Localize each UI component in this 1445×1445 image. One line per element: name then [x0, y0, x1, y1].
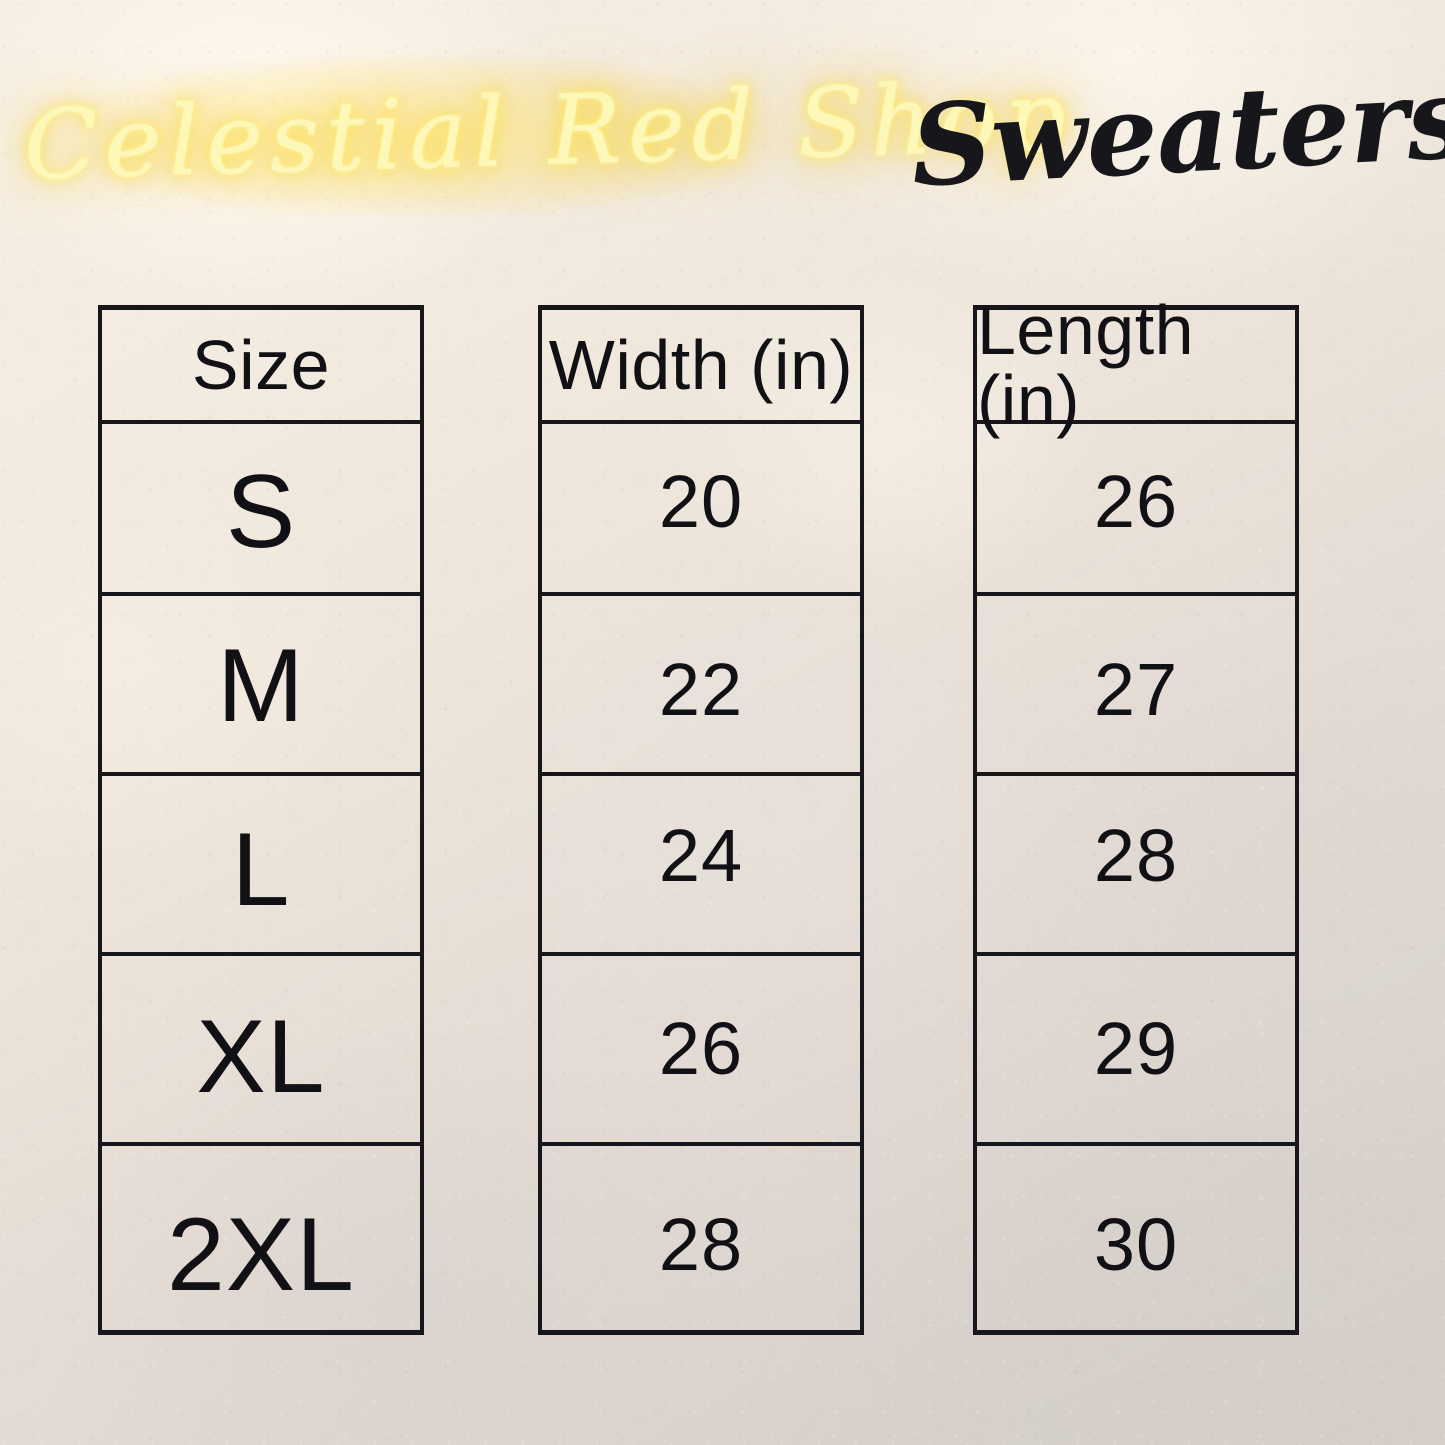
cell-size-xl: XL [196, 999, 326, 1115]
table-row: 30 [977, 1146, 1295, 1335]
cell-size-2xl: 2XL [166, 1196, 356, 1313]
table-row: 27 [977, 596, 1295, 776]
table-row: 29 [977, 956, 1295, 1146]
cell-size-l: L [231, 812, 291, 928]
table-row: 28 [542, 1146, 860, 1335]
table-row: M [102, 596, 420, 776]
column-size: Size S M L XL 2XL [98, 305, 424, 1335]
table-row: 26 [542, 956, 860, 1146]
table-row: L [102, 776, 420, 956]
cell-width-s: 20 [658, 460, 744, 543]
cell-width-2xl: 28 [658, 1202, 744, 1286]
table-row: 24 [542, 776, 860, 956]
cell-length-xl: 29 [1093, 1007, 1179, 1090]
table-row: XL [102, 956, 420, 1146]
cell-width-m: 22 [658, 648, 744, 731]
table-row: 20 [542, 424, 860, 596]
cell-size-m: M [217, 628, 305, 744]
cell-width-l: 24 [658, 814, 744, 897]
shop-name-neon-sign: Celestial Red Shop [22, 60, 1075, 202]
column-header-size: Size [102, 310, 420, 424]
table-row: S [102, 424, 420, 596]
page-title: Sweaters [907, 51, 1445, 213]
column-header-length: Length (in) [977, 295, 1295, 435]
column-header-width-label: Width (in) [548, 326, 854, 404]
column-header-length-label: Length (in) [977, 291, 1195, 439]
column-header-size-label: Size [191, 326, 331, 404]
table-row: 22 [542, 596, 860, 776]
cell-length-s: 26 [1093, 460, 1179, 543]
cell-length-2xl: 30 [1093, 1202, 1179, 1286]
cell-size-s: S [225, 454, 297, 570]
table-row: 28 [977, 776, 1295, 956]
cell-width-xl: 26 [658, 1007, 744, 1090]
cell-length-m: 27 [1093, 648, 1179, 731]
column-width: Width (in) 20 22 24 26 28 [538, 305, 864, 1335]
cell-length-l: 28 [1093, 814, 1179, 897]
column-header-width: Width (in) [542, 310, 860, 424]
table-row: 2XL [102, 1146, 420, 1335]
column-length: Length (in) 26 27 28 29 30 [973, 295, 1299, 1335]
table-row: 26 [977, 424, 1295, 596]
